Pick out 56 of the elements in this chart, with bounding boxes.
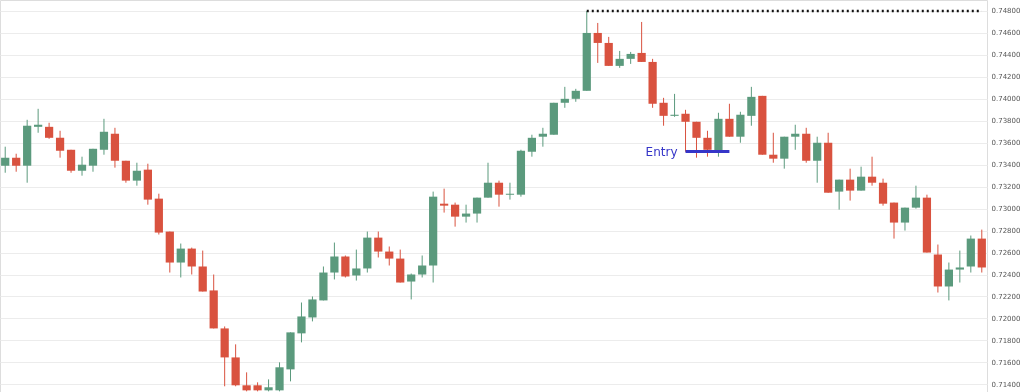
candlestick xyxy=(889,202,899,240)
candlestick xyxy=(593,22,602,64)
candlestick xyxy=(703,130,712,158)
candlestick xyxy=(681,109,690,153)
candlestick xyxy=(176,243,185,278)
candlestick xyxy=(407,273,416,300)
candlestick xyxy=(352,249,361,282)
candlestick xyxy=(34,108,43,134)
candlestick xyxy=(385,246,394,267)
candlestick xyxy=(560,86,569,109)
candlestick xyxy=(418,255,427,278)
annotation: Entry xyxy=(645,144,678,159)
candlestick xyxy=(725,103,734,138)
candlestick xyxy=(791,124,800,151)
candlestick xyxy=(494,180,504,208)
candlestick xyxy=(878,178,888,207)
candlestick xyxy=(637,21,646,63)
candlestick xyxy=(483,162,493,199)
candlestick xyxy=(835,179,844,211)
candlestick xyxy=(867,156,877,187)
candlestick xyxy=(440,188,449,214)
candlestick xyxy=(396,249,405,284)
candlestick xyxy=(769,132,778,164)
candlestick xyxy=(538,127,547,148)
candlestick xyxy=(450,202,460,228)
candlestick xyxy=(944,262,953,301)
candlestick xyxy=(505,182,515,201)
candlestick xyxy=(659,97,668,127)
candlestick xyxy=(297,302,306,343)
candlestick xyxy=(242,371,251,392)
candlestick xyxy=(846,168,855,202)
candlestick xyxy=(604,36,613,67)
candlestick xyxy=(955,250,964,284)
candlestick xyxy=(12,153,21,173)
candlestick xyxy=(472,197,482,224)
candlestick xyxy=(527,134,537,158)
candlestick xyxy=(275,361,284,392)
candlestick xyxy=(692,121,701,159)
candlestick xyxy=(374,231,383,258)
candlestick xyxy=(736,111,745,144)
candlestick xyxy=(341,255,350,278)
candlestick xyxy=(99,118,109,156)
candlestick xyxy=(856,166,866,192)
candlestick xyxy=(747,86,756,127)
candlestick xyxy=(77,156,87,177)
candlestick xyxy=(813,136,822,184)
candlestick xyxy=(1,146,10,174)
candlestick xyxy=(461,204,471,224)
candlestick xyxy=(308,295,317,322)
candlestick xyxy=(780,136,789,170)
candlestick xyxy=(911,185,921,210)
candlestick xyxy=(330,242,339,280)
candlestick xyxy=(187,247,196,276)
candlestick xyxy=(132,162,141,187)
candlestick xyxy=(55,130,65,159)
candlestick xyxy=(670,93,679,118)
